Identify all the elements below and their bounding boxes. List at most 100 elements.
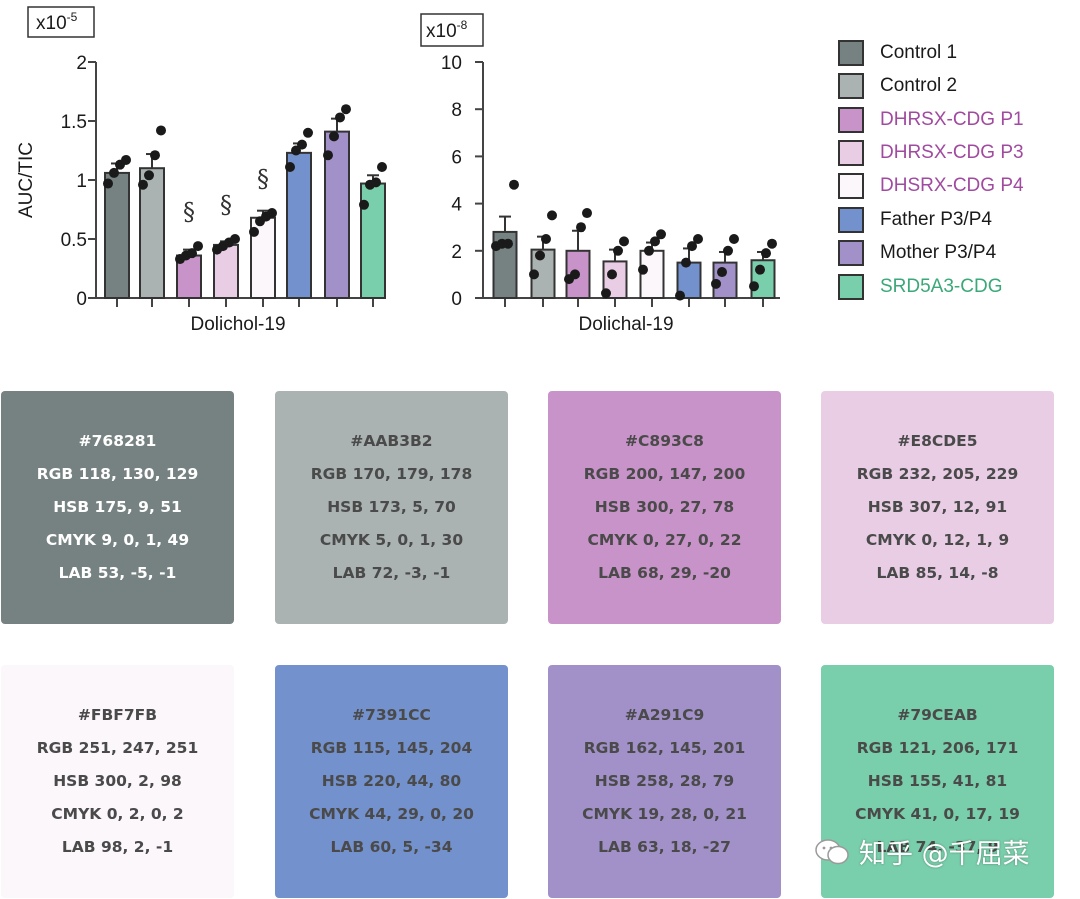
- data-point: [503, 238, 513, 249]
- y-tick-label: 10: [441, 53, 462, 74]
- legend-label: Mother P3/P4: [880, 242, 997, 263]
- y-tick-label: 1: [76, 171, 87, 192]
- data-point: [582, 208, 592, 219]
- swatch-lab: LAB 98, 2, -1: [61, 838, 174, 856]
- legend-label: DHRSX-CDG P3: [880, 142, 1024, 163]
- significance-marker: §: [220, 191, 232, 219]
- data-point: [109, 167, 119, 178]
- swatch-hex: #A291C9: [624, 706, 705, 724]
- data-point: [638, 264, 648, 275]
- data-point: [619, 236, 629, 247]
- data-point: [535, 250, 545, 261]
- data-point: [601, 288, 611, 299]
- data-point: [150, 150, 160, 161]
- swatch-hex: #768281: [78, 432, 157, 450]
- legend-label: DHSRX-CDG P4: [880, 175, 1024, 196]
- data-point: [723, 245, 733, 256]
- swatch-hsb: HSB 300, 2, 98: [53, 772, 182, 790]
- data-point: [541, 234, 551, 244]
- swatch-hsb: HSB 175, 9, 51: [53, 498, 182, 516]
- data-point: [729, 234, 739, 244]
- legend-item: Mother P3/P4: [838, 240, 996, 266]
- legend-label: Control 1: [880, 42, 958, 63]
- data-point: [576, 222, 586, 233]
- data-point: [755, 264, 765, 275]
- data-point: [529, 269, 539, 280]
- data-point: [121, 154, 131, 165]
- swatch-rgb: RGB 200, 147, 200: [583, 465, 746, 483]
- data-point: [335, 112, 345, 123]
- legend-label: SRD5A3-CDG: [880, 276, 1003, 297]
- swatch-rgb: RGB 232, 205, 229: [856, 465, 1019, 483]
- data-point: [230, 234, 240, 244]
- watermark-text: 知乎 @千屈菜: [859, 839, 1030, 870]
- data-point: [329, 131, 339, 142]
- scale-factor-box: [27, 6, 95, 38]
- swatch-hex: #79CEAB: [897, 706, 978, 724]
- data-point: [138, 179, 148, 190]
- watermark: 知乎 @千屈菜: [815, 832, 1030, 871]
- swatch-hex: #AAB3B2: [350, 432, 433, 450]
- data-point: [156, 125, 166, 136]
- y-tick-label: 2: [76, 53, 87, 74]
- data-point: [650, 236, 660, 247]
- swatch-rgb: RGB 121, 206, 171: [856, 739, 1019, 757]
- y-tick-label: 4: [451, 195, 462, 216]
- color-swatch: #FBF7FB RGB 251, 247, 251 HSB 300, 2, 98 CM…: [1, 665, 234, 898]
- data-point: [249, 226, 259, 237]
- legend-item: Control 1: [838, 40, 957, 66]
- data-point: [761, 248, 771, 259]
- data-point: [103, 178, 113, 189]
- y-tick-label: 2: [451, 242, 462, 263]
- scale-factor-box: [420, 13, 484, 47]
- legend-swatch: [838, 73, 864, 99]
- swatch-rgb: RGB 115, 145, 204: [310, 739, 473, 757]
- data-point: [767, 238, 777, 249]
- significance-marker: §: [183, 198, 195, 226]
- significance-marker: §: [257, 165, 269, 193]
- wechat-icon: [815, 838, 849, 864]
- data-point: [656, 229, 666, 240]
- y-tick-label: 1.5: [61, 112, 87, 133]
- bar: [176, 254, 202, 300]
- swatch-cmyk: CMYK 0, 27, 0, 22: [587, 531, 742, 549]
- y-tick-label: 0: [76, 289, 87, 310]
- x-axis-label: Dolichal-19: [578, 314, 673, 335]
- swatch-hsb: HSB 220, 44, 80: [321, 772, 462, 790]
- data-point: [285, 162, 295, 173]
- data-point: [607, 269, 617, 280]
- legend-item: DHRSX-CDG P3: [838, 140, 1024, 166]
- data-point: [570, 269, 580, 280]
- legend-swatch: [838, 173, 864, 199]
- data-point: [547, 210, 557, 221]
- color-swatch: #E8CDE5 RGB 232, 205, 229 HSB 307, 12, 91 C…: [821, 391, 1054, 624]
- legend-label: DHRSX-CDG P1: [880, 109, 1024, 130]
- data-point: [613, 245, 623, 256]
- color-swatch: #7391CC RGB 115, 145, 204 HSB 220, 44, 80 C…: [275, 665, 508, 898]
- swatch-hex: #FBF7FB: [77, 706, 158, 724]
- legend-swatch: [838, 140, 864, 166]
- data-point: [687, 241, 697, 252]
- color-swatch: #C893C8 RGB 200, 147, 200 HSB 300, 27, 78 C…: [548, 391, 781, 624]
- color-swatch: #AAB3B2 RGB 170, 179, 178 HSB 173, 5, 70 CM…: [275, 391, 508, 624]
- data-point: [711, 278, 721, 289]
- swatch-rgb: RGB 251, 247, 251: [36, 739, 199, 757]
- data-point: [303, 127, 313, 138]
- bar: [104, 171, 130, 299]
- data-point: [267, 208, 277, 219]
- data-point: [749, 281, 759, 292]
- data-point: [297, 139, 307, 150]
- swatch-cmyk: CMYK 0, 2, 0, 2: [51, 805, 184, 823]
- swatch-hsb: HSB 258, 28, 79: [594, 772, 735, 790]
- y-tick-label: 0.5: [61, 230, 87, 251]
- legend-item: SRD5A3-CDG: [838, 274, 1002, 300]
- legend-item: DHRSX-CDG P1: [838, 107, 1024, 133]
- swatch-lab: LAB 72, -3, -1: [332, 564, 451, 582]
- data-point: [341, 104, 351, 115]
- swatch-lab: LAB 60, 5, -34: [330, 838, 453, 856]
- swatch-rgb: RGB 170, 179, 178: [310, 465, 473, 483]
- legend-swatch: [838, 207, 864, 233]
- legend-label: Father P3/P4: [880, 209, 992, 230]
- scale-factor-label: x10-5: [36, 10, 78, 34]
